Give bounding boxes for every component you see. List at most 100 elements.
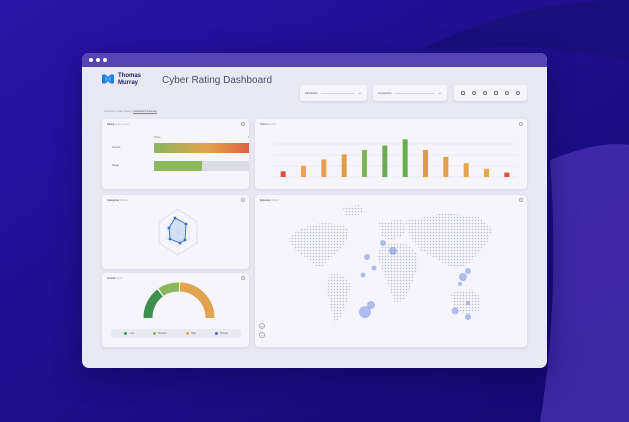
- trend-chart-card: Trend Monthly: [255, 119, 527, 189]
- bar[interactable]: [402, 139, 408, 177]
- card-options-icon[interactable]: [241, 198, 245, 202]
- bar-row-label: Target: [112, 164, 119, 167]
- world-map: [289, 205, 493, 323]
- legend-item: High: [185, 332, 196, 335]
- breadcrumb-item[interactable]: Cyber Rating: [116, 110, 132, 113]
- bar[interactable]: [321, 159, 327, 177]
- bar[interactable]: [301, 165, 306, 177]
- filter-icon[interactable]: [494, 91, 499, 95]
- brand-line-2: Murray: [118, 79, 139, 86]
- legend-item: Medium: [152, 332, 167, 335]
- window-titlebar: [82, 53, 547, 67]
- chevron-down-icon: ⌄: [437, 90, 442, 96]
- bar[interactable]: [362, 149, 367, 177]
- continent-south-america: [327, 273, 351, 323]
- breadcrumb-item-active[interactable]: Dashboard Summary: [133, 110, 158, 114]
- continent-north-america: [289, 223, 349, 269]
- settings-icon[interactable]: [516, 91, 521, 95]
- gauge-segment-medium: [158, 282, 180, 296]
- rating-bar-target: [154, 161, 203, 171]
- bar[interactable]: [423, 149, 428, 177]
- map-hotspot[interactable]: [364, 254, 370, 260]
- select-label: Dashboard: [305, 91, 318, 95]
- card-title: Categories Posture: [107, 199, 129, 202]
- map-hotspot[interactable]: [389, 247, 397, 255]
- toolbar: [454, 85, 527, 101]
- map-hotspot[interactable]: [359, 306, 371, 318]
- window-dot-icon[interactable]: [89, 58, 93, 62]
- map-hotspot[interactable]: [380, 240, 386, 246]
- bar[interactable]: [504, 172, 510, 177]
- bar[interactable]: [382, 145, 388, 177]
- map-hotspot[interactable]: [371, 265, 377, 271]
- card-options-icon[interactable]: [241, 276, 245, 280]
- browser-window: Thomas Murray Cyber Rating Dashboard Das…: [82, 53, 547, 368]
- bar-row-label: Current: [112, 146, 121, 149]
- radar-point: [178, 241, 182, 245]
- map-hotspot[interactable]: [451, 307, 459, 315]
- select-divider: [321, 92, 354, 94]
- comparison-select[interactable]: Comparison ⌄: [373, 85, 447, 101]
- continent-greenland: [343, 205, 365, 217]
- window-dot-icon[interactable]: [96, 58, 100, 62]
- continent-australia: [451, 289, 481, 315]
- gauge-segment-low: [143, 289, 163, 319]
- search-icon[interactable]: [471, 91, 476, 95]
- continent-asia: [405, 213, 493, 269]
- card-options-icon[interactable]: [519, 198, 523, 202]
- dashboard-select[interactable]: Dashboard ⌄: [300, 85, 367, 101]
- bar[interactable]: [443, 156, 449, 177]
- map-hotspot[interactable]: [459, 273, 467, 281]
- bar[interactable]: [341, 154, 347, 177]
- radar-chart: [158, 208, 198, 256]
- map-hotspot[interactable]: [466, 301, 470, 305]
- radar-series: [168, 217, 187, 244]
- bar-track: [154, 161, 249, 171]
- grid-icon[interactable]: [460, 91, 465, 95]
- bar-header-left: Score: [154, 136, 161, 139]
- radar-card: Categories Posture: [102, 195, 249, 269]
- card-title: Exposure Global: [260, 199, 279, 202]
- chevron-down-icon: ⌄: [357, 90, 362, 96]
- map-hotspot[interactable]: [360, 272, 366, 278]
- radar-point: [184, 222, 188, 226]
- map-hotspot[interactable]: [465, 268, 471, 274]
- breadcrumb: Overview › Cyber Rating › Dashboard Summ…: [104, 110, 158, 114]
- refresh-icon[interactable]: [505, 91, 510, 95]
- radar-point: [173, 216, 177, 220]
- gauge-card: Overall Score Low Medium High Critical: [102, 273, 249, 347]
- legend-item: Critical: [214, 332, 228, 335]
- rating-bar-current: [154, 143, 249, 153]
- legend-item: Low: [124, 332, 134, 335]
- user-icon[interactable]: [482, 91, 487, 95]
- select-label: Comparison: [378, 91, 392, 95]
- bar-chart: [273, 139, 517, 178]
- zoom-in-button[interactable]: +: [259, 323, 265, 329]
- zoom-out-button[interactable]: −: [259, 332, 265, 338]
- bar-track: [154, 143, 249, 153]
- radar-point: [167, 226, 171, 230]
- radar-point: [183, 238, 187, 242]
- thomas-murray-logo-icon: [102, 74, 114, 84]
- bar[interactable]: [280, 171, 286, 177]
- bar[interactable]: [484, 168, 489, 177]
- breadcrumb-item[interactable]: Overview: [104, 110, 115, 113]
- gauge-chart: [143, 282, 215, 319]
- map-hotspot[interactable]: [367, 301, 375, 309]
- window-dot-icon[interactable]: [103, 58, 107, 62]
- card-title: Overall Score: [107, 277, 123, 280]
- map-hotspot[interactable]: [458, 282, 462, 286]
- map-hotspot[interactable]: [465, 314, 471, 320]
- card-options-icon[interactable]: [519, 122, 523, 126]
- page-title: Cyber Rating Dashboard: [162, 75, 273, 86]
- card-options-icon[interactable]: [241, 122, 245, 126]
- gauge-legend: Low Medium High Critical: [111, 329, 241, 338]
- bar[interactable]: [463, 163, 469, 177]
- select-divider: [395, 92, 434, 94]
- gauge-segment-high: [179, 282, 215, 319]
- card-title: Rating Cyber Score: [107, 123, 129, 126]
- rating-card: Rating Cyber Score Score 100 Current Tar…: [102, 119, 249, 189]
- bar-header-right: 100: [248, 136, 249, 139]
- card-title: Trend Monthly: [260, 123, 276, 126]
- continent-africa: [377, 243, 417, 303]
